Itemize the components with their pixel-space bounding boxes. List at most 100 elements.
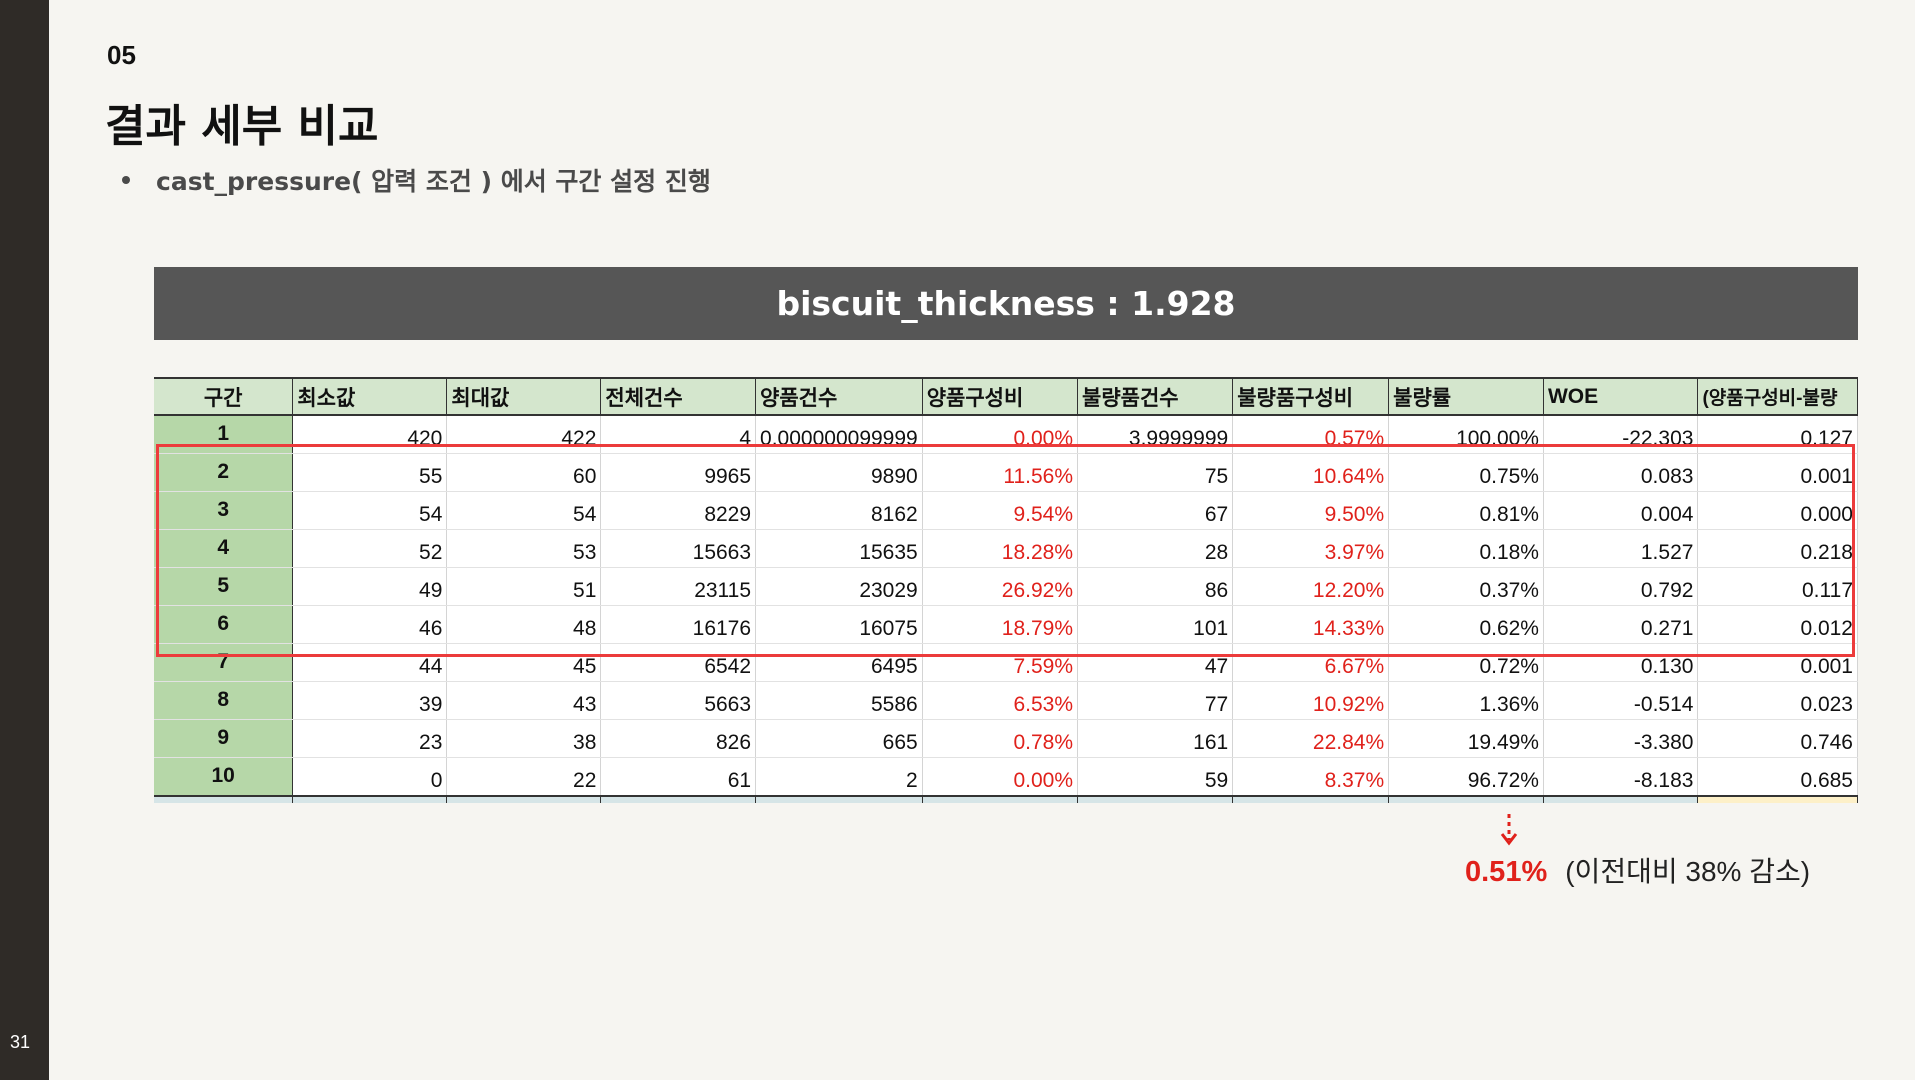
segment-cell: 5 xyxy=(154,567,294,606)
table-row: 8 39 43 5663 5586 6.53% 77 10.92% 1.36% -0.514 0.0… xyxy=(154,681,1858,720)
table-cell: 6.67% xyxy=(1232,643,1390,682)
table-cell: 55 xyxy=(292,453,448,492)
column-header: 전체건수 xyxy=(600,377,757,416)
table-cell: 15663 xyxy=(600,529,757,568)
table-cell: 12.20% xyxy=(1232,567,1390,606)
table-row: 6 46 48 16176 16075 18.79% 101 14.33% 0.62% 0.271… xyxy=(154,605,1858,644)
table-cell: 3.9999999 xyxy=(1077,415,1234,454)
table-cell: 0.57% xyxy=(1232,415,1390,454)
table-cell: 5663 xyxy=(600,681,757,720)
table-cell: 15635 xyxy=(755,529,923,568)
table-row: 1 420 422 4 0.000000099999 0.00% 3.9999999 0.57… xyxy=(154,415,1858,454)
table-cell: 0.083 xyxy=(1543,453,1699,492)
table-cell: 0.62% xyxy=(1388,605,1544,644)
table-cell: 23 xyxy=(292,719,448,758)
segment-cell: 7 xyxy=(154,643,294,682)
table-cell: 11.56% xyxy=(922,453,1079,492)
bullet-dot-icon xyxy=(122,176,130,184)
table-cell: 53 xyxy=(446,529,602,568)
table-row: 4 52 53 15663 15635 18.28% 28 3.97% 0.18% 1.527 0.… xyxy=(154,529,1858,568)
column-header: (양품구성비-불량 xyxy=(1697,377,1858,416)
table-cell: 52 xyxy=(292,529,448,568)
table-cell: 38 xyxy=(446,719,602,758)
table-cell: 100.00% xyxy=(1388,415,1544,454)
highlight-box xyxy=(156,444,1855,657)
page-number: 31 xyxy=(10,1032,31,1052)
table-cell: 6542 xyxy=(600,643,757,682)
table-cell: 4 xyxy=(600,415,757,454)
segment-cell: 8 xyxy=(154,681,294,720)
table-cell: 14.33% xyxy=(1232,605,1390,644)
segment-cell: 2 xyxy=(154,453,294,492)
table-cell: 96.72% xyxy=(1388,757,1544,797)
column-header: WOE xyxy=(1543,377,1699,416)
note-value: 0.51% xyxy=(1465,856,1548,888)
table-cell: 0.004 xyxy=(1543,491,1699,530)
table-cell: 3.97% xyxy=(1232,529,1390,568)
table-cell: 0 xyxy=(292,757,448,797)
table-cell: 60 xyxy=(446,453,602,492)
total-cell: 836 xyxy=(446,795,602,803)
woe-table-container: 구간 최소값 최대값 전체건수 양품건수 양품구성비 불량품건수 불량품구성비 … xyxy=(154,377,1858,803)
table-cell: 0.00% xyxy=(922,757,1079,797)
table-cell: 0.75% xyxy=(1388,453,1544,492)
table-row: 3 54 54 8229 8162 9.54% 67 9.50% 0.81% 0.004 0.000 xyxy=(154,491,1858,530)
table-cell: 10.64% xyxy=(1232,453,1390,492)
result-note: 0.51% (이전대비 38% 감소) xyxy=(1465,850,1810,890)
bullet-item: cast_pressure( 압력 조건 ) 에서 구간 설정 진행 xyxy=(122,162,711,198)
table-cell: 1.36% xyxy=(1388,681,1544,720)
segment-cell: 4 xyxy=(154,529,294,568)
table-cell: -0.514 xyxy=(1543,681,1699,720)
metric-banner: biscuit_thickness : 1.928 xyxy=(154,267,1858,340)
table-cell: 9.54% xyxy=(922,491,1079,530)
table-cell: 44 xyxy=(292,643,448,682)
column-header: 양품구성비 xyxy=(922,377,1079,416)
table-cell: 0.001 xyxy=(1697,453,1858,492)
table-cell: 54 xyxy=(446,491,602,530)
table-cell: 19.49% xyxy=(1388,719,1544,758)
total-cell: 704.9999999 xyxy=(1077,795,1234,803)
table-cell: 0.685 xyxy=(1697,757,1858,797)
table-row: 2 55 60 9965 9890 11.56% 75 10.64% 0.75% 0.083 0.0… xyxy=(154,453,1858,492)
total-cell: 100.00% xyxy=(922,795,1079,803)
arrow-down-icon xyxy=(1500,814,1518,846)
table-cell: 16176 xyxy=(600,605,757,644)
bullet-text: cast_pressure( 압력 조건 ) 에서 구간 설정 진행 xyxy=(156,167,711,196)
table-cell: 0.001 xyxy=(1697,643,1858,682)
table-cell: 43 xyxy=(446,681,602,720)
total-cell: 85539 xyxy=(755,795,923,803)
column-header: 최소값 xyxy=(292,377,448,416)
table-header-row: 구간 최소값 최대값 전체건수 양품건수 양품구성비 불량품건수 불량품구성비 … xyxy=(154,377,1858,416)
table-cell: 0.127 xyxy=(1697,415,1858,454)
table-cell: 10.92% xyxy=(1232,681,1390,720)
table-cell: 422 xyxy=(446,415,602,454)
section-number: 05 xyxy=(107,40,136,70)
table-cell: 0.78% xyxy=(922,719,1079,758)
column-header: 불량품건수 xyxy=(1077,377,1234,416)
table-cell: 49 xyxy=(292,567,448,606)
table-cell: 86 xyxy=(1077,567,1234,606)
table-cell: 59 xyxy=(1077,757,1234,797)
metric-banner-text: biscuit_thickness : 1.928 xyxy=(776,284,1236,323)
page-title: 결과 세부 비교 xyxy=(105,101,379,152)
table-cell: 46 xyxy=(292,605,448,644)
sidebar xyxy=(0,0,49,1080)
segment-cell: 10 xyxy=(154,757,294,797)
table-cell: 61 xyxy=(600,757,757,797)
column-header: 양품건수 xyxy=(755,377,923,416)
column-header: 불량품구성비 xyxy=(1232,377,1390,416)
table-cell: 39 xyxy=(292,681,448,720)
table-cell: 75 xyxy=(1077,453,1234,492)
table-cell: 18.79% xyxy=(922,605,1079,644)
table-cell: 45 xyxy=(446,643,602,682)
table-cell: 16075 xyxy=(755,605,923,644)
table-cell: 54 xyxy=(292,491,448,530)
table-row: 10 0 22 61 2 0.00% 59 8.37% 96.72% -8.183 0.685 xyxy=(154,757,1858,797)
table-cell: 0.012 xyxy=(1697,605,1858,644)
segment-cell: 6 xyxy=(154,605,294,644)
table-cell: 420 xyxy=(292,415,448,454)
note-text: (이전대비 38% 감소) xyxy=(1565,856,1811,887)
woe-table: 구간 최소값 최대값 전체건수 양품건수 양품구성비 불량품건수 불량품구성비 … xyxy=(154,377,1858,803)
table-cell: 6495 xyxy=(755,643,923,682)
table-cell: 67 xyxy=(1077,491,1234,530)
